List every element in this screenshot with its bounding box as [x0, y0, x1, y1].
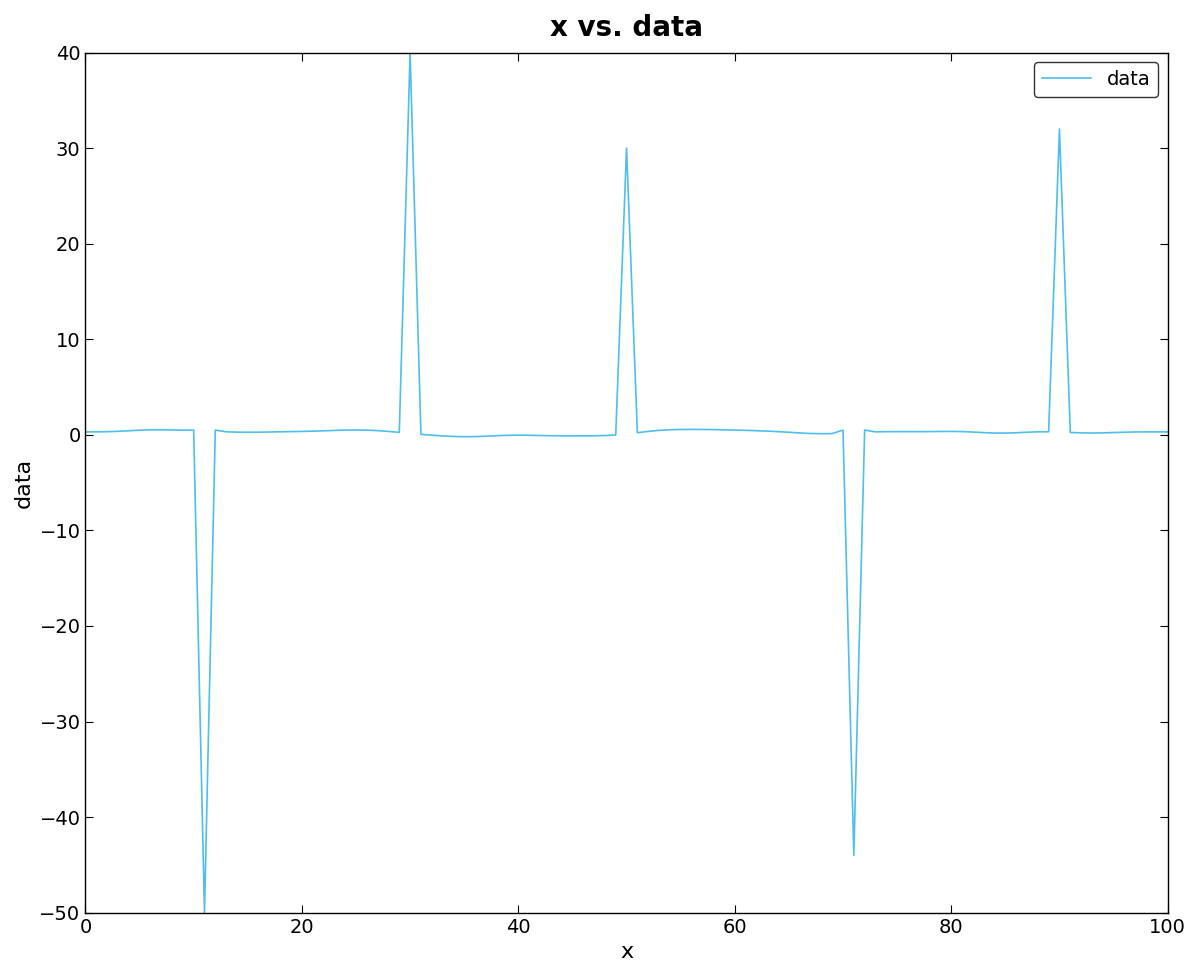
- Line: data: data: [85, 53, 1168, 913]
- data: [360, 425, 374, 436]
- data: [78, 427, 92, 438]
- data: [154, 424, 168, 435]
- Y-axis label: data: data: [14, 458, 34, 508]
- data: [912, 426, 926, 437]
- data: [749, 425, 763, 436]
- data: [1160, 427, 1175, 438]
- data: [197, 907, 211, 918]
- Title: x vs. data: x vs. data: [550, 14, 703, 42]
- X-axis label: x: x: [620, 942, 634, 962]
- data: [858, 425, 872, 436]
- data: [598, 429, 612, 441]
- Legend: data: data: [1034, 62, 1158, 97]
- data: [403, 47, 418, 59]
